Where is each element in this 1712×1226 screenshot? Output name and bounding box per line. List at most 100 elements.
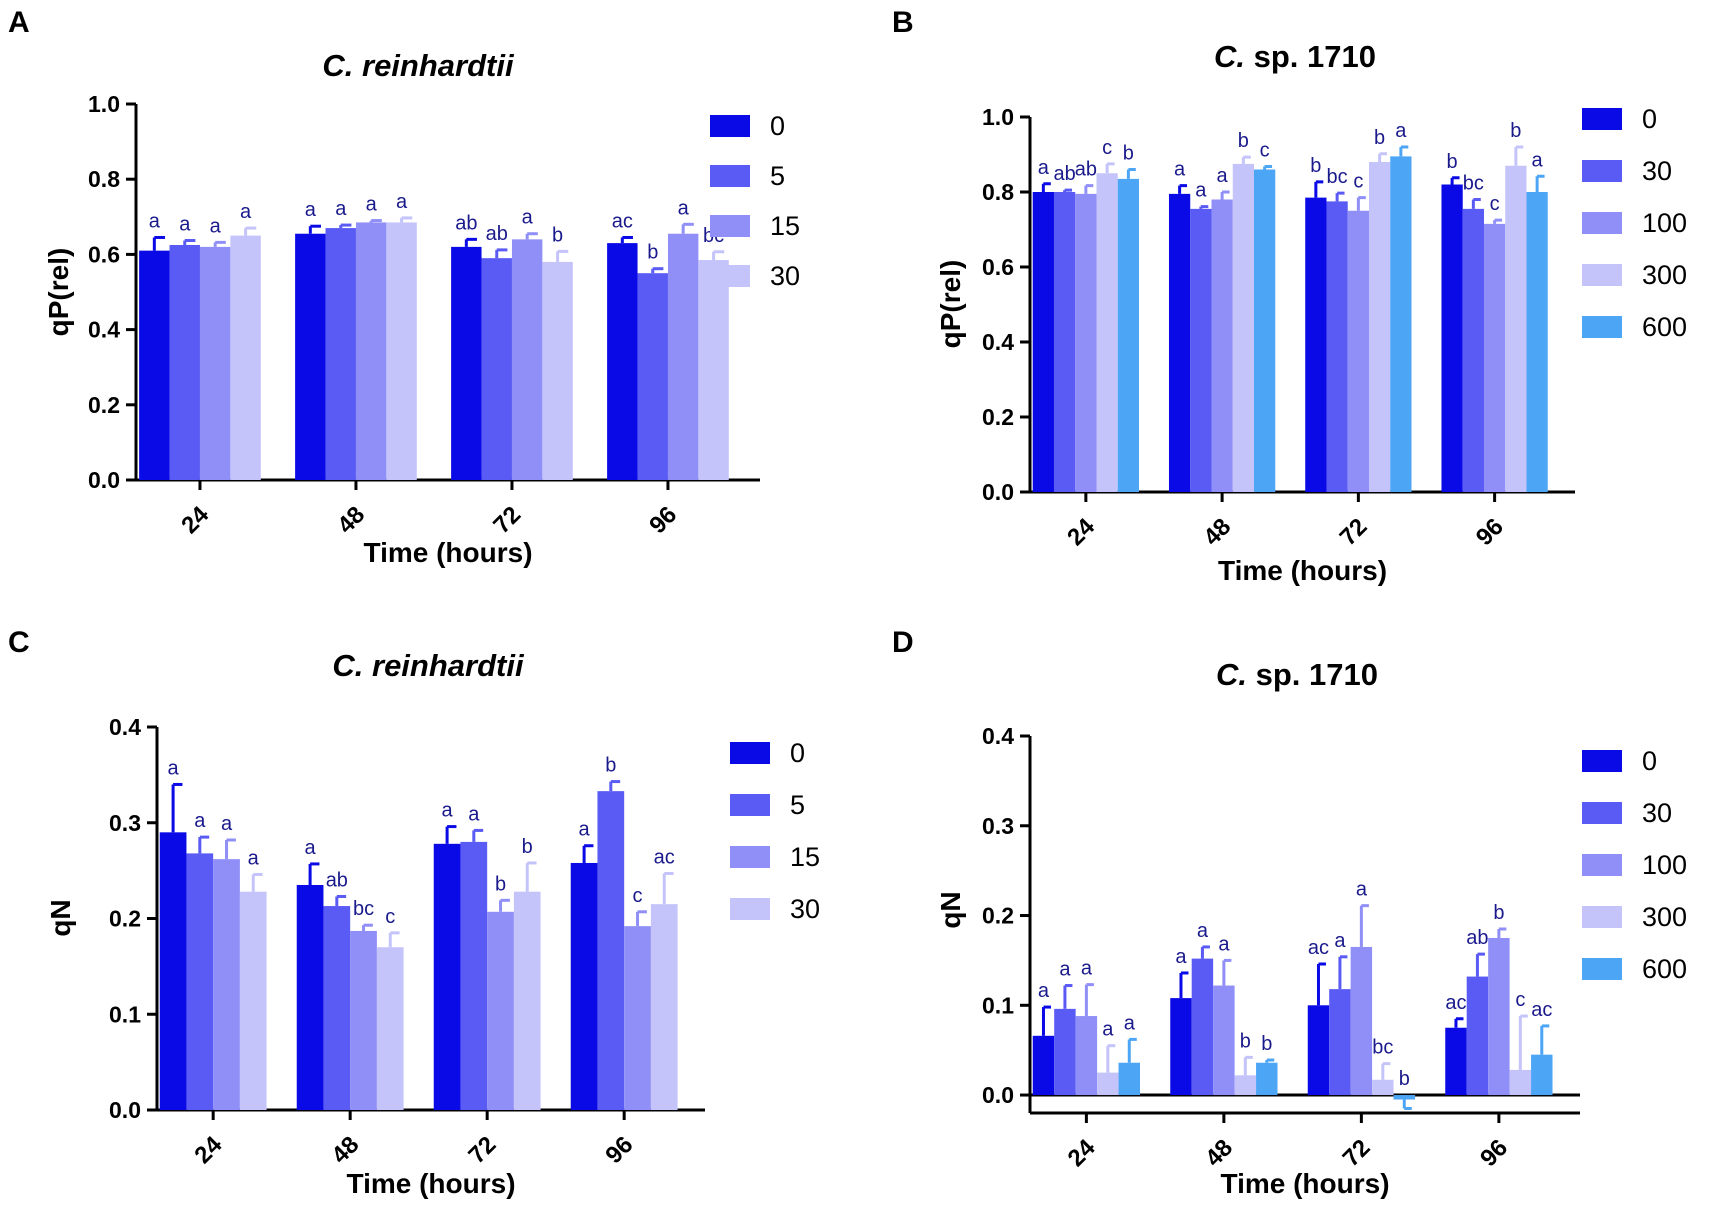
- panel-d-y-tick-label: 0.3: [982, 813, 1014, 839]
- panel-c-bar-72-0: [433, 843, 461, 1110]
- panel-b-sig-letter-24-30: ab: [1053, 163, 1075, 185]
- panel-c-bar-48-30: [376, 947, 404, 1110]
- panel-b-y-tick-label: 0.2: [982, 404, 1014, 430]
- panel-d-legend-label-0: 0: [1642, 746, 1657, 776]
- panel-a-x-tick-label-24: 24: [176, 501, 214, 539]
- panel-b-sig-letter-48-30: a: [1195, 180, 1207, 202]
- panel-d-bar-96-300: [1509, 1069, 1532, 1096]
- panel-c-sig-letter-24-5: a: [194, 810, 206, 832]
- panel-b-bar-48-300: [1232, 163, 1254, 492]
- panel-d-bar-96-0: [1445, 1027, 1467, 1096]
- panel-a-bar-48-30: [386, 222, 417, 480]
- panel-d-sig-letter-24-0: a: [1038, 980, 1050, 1002]
- panel-d-bar-24-30: [1054, 1008, 1076, 1096]
- panel-d-sig-letter-48-30: a: [1197, 920, 1209, 942]
- panel-a-x-tick-label-72: 72: [488, 501, 526, 539]
- panel-b-legend-label-30: 30: [1642, 156, 1672, 186]
- panel-a-y-tick-label: 0.0: [88, 467, 120, 493]
- panel-c-sig-letter-24-0: a: [168, 757, 180, 779]
- panel-d-sig-letter-96-0: ac: [1445, 992, 1466, 1014]
- panel-b-legend-swatch-100: [1582, 212, 1622, 234]
- panel-c-sig-letter-72-15: b: [495, 873, 506, 895]
- panel-a-y-tick-label: 0.4: [88, 317, 120, 343]
- panel-c-sig-letter-96-15: c: [633, 885, 643, 907]
- panel-a-title-species: C. reinhardtii: [322, 48, 515, 83]
- panel-d-x-tick-label-24: 24: [1063, 1134, 1101, 1172]
- panel-a-sig-letter-48-0: a: [305, 199, 317, 221]
- panel-b-bar-24-300: [1096, 173, 1118, 492]
- panel-b-sig-letter-24-0: a: [1038, 157, 1050, 179]
- panel-a-legend-swatch-15: [710, 215, 750, 237]
- panel-b-bar-96-30: [1462, 208, 1484, 492]
- panel-a-sig-letter-96-5: b: [647, 242, 658, 264]
- panel-d-bar-24-300: [1097, 1072, 1119, 1096]
- panel-b-title-species: C.: [1214, 39, 1245, 74]
- panel-c-x-tick-label-48: 48: [326, 1131, 364, 1169]
- panel-c-sig-letter-96-5: b: [605, 755, 616, 777]
- panel-d-sig-letter-96-100: b: [1493, 902, 1504, 924]
- panel-c-x-axis-label: Time (hours): [346, 1168, 515, 1199]
- panel-b-bar-72-0: [1305, 197, 1327, 492]
- panel-b-y-axis-label: qP(rel): [935, 260, 966, 349]
- panel-b-x-axis-label: Time (hours): [1218, 555, 1387, 586]
- panel-c-y-tick-label: 0.1: [109, 1001, 141, 1027]
- panel-b-bar-72-100: [1347, 210, 1369, 492]
- panel-d-bar-72-600: [1393, 1095, 1415, 1100]
- panel-d-sig-letter-24-600: a: [1124, 1012, 1136, 1034]
- panel-a-x-tick-label-96: 96: [644, 501, 682, 539]
- panel-b-x-tick-label-24: 24: [1062, 513, 1100, 551]
- panel-a-bar-48-15: [355, 222, 387, 480]
- panel-c-y-axis-label: qN: [45, 899, 76, 936]
- panel-d-legend-swatch-300: [1582, 906, 1622, 928]
- panel-d-sig-letter-72-30: a: [1334, 930, 1346, 952]
- panel-a-legend-label-30: 30: [770, 261, 800, 291]
- panel-b-sig-letter-48-600: c: [1260, 140, 1270, 162]
- panel-d-sig-letter-72-0: ac: [1308, 937, 1329, 959]
- panel-b-sig-letter-48-100: a: [1217, 165, 1229, 187]
- panel-b-sig-letter-72-100: c: [1353, 171, 1363, 193]
- panel-a-y-tick-label: 1.0: [88, 91, 120, 117]
- panel-b-y-tick-label: 0.6: [982, 254, 1014, 280]
- panel-a-bar-96-30: [698, 260, 729, 480]
- panel-d-bar-48-600: [1256, 1062, 1278, 1096]
- panel-d-y-tick-label: 0.1: [982, 992, 1014, 1018]
- panel-a-x-axis-label: Time (hours): [363, 537, 532, 568]
- panel-d-sig-letter-96-300: c: [1515, 989, 1525, 1011]
- panel-a-sig-letter-72-15: a: [522, 207, 534, 229]
- panel-b-y-tick-label: 1.0: [982, 104, 1014, 130]
- panel-b-legend-label-300: 300: [1642, 260, 1687, 290]
- panel-b-sig-letter-96-0: b: [1447, 151, 1458, 173]
- panel-d-bar-48-30: [1191, 958, 1214, 1096]
- panel-a-bar-72-30: [542, 261, 573, 480]
- panel-d-sig-letter-96-30: ab: [1466, 927, 1488, 949]
- panel-c-legend-swatch-30: [730, 898, 770, 920]
- panel-a-title: C. reinhardtii: [322, 48, 515, 83]
- panel-a-sig-letter-48-5: a: [335, 198, 347, 220]
- panel-b-bar-48-100: [1211, 199, 1233, 492]
- panel-a-y-tick-label: 0.2: [88, 392, 120, 418]
- panel-a-sig-letter-24-30: a: [240, 201, 252, 223]
- panel-c-legend-swatch-0: [730, 742, 770, 764]
- panel-a-y-axis-label: qP(rel): [43, 248, 74, 337]
- panel-b-sig-letter-24-600: b: [1123, 143, 1134, 165]
- panel-a-sig-letter-72-0: ab: [455, 212, 477, 234]
- panel-c-legend-label-30: 30: [790, 894, 820, 924]
- panel-b-sig-letter-48-0: a: [1174, 159, 1186, 181]
- panel-d-bar-72-300: [1372, 1079, 1394, 1096]
- panel-a-legend-label-0: 0: [770, 111, 785, 141]
- panel-b-bar-24-0: [1032, 192, 1054, 492]
- panel-d-bar-96-600: [1531, 1054, 1553, 1096]
- panel-b-bar-96-600: [1526, 192, 1548, 492]
- panel-d-bar-96-100: [1488, 937, 1510, 1096]
- panel-a-sig-letter-72-30: b: [552, 224, 563, 246]
- panel-b-bar-24-600: [1117, 178, 1139, 492]
- panel-d-sig-letter-24-300: a: [1102, 1019, 1114, 1041]
- panel-c-bar-96-5: [597, 791, 625, 1110]
- panel-d-sig-letter-72-300: bc: [1372, 1037, 1393, 1059]
- panel-d-sig-letter-24-100: a: [1081, 958, 1093, 980]
- panel-d-bar-48-100: [1213, 985, 1235, 1096]
- panel-a-bar-96-5: [637, 273, 668, 480]
- panel-a-sig-letter-24-15: a: [210, 215, 222, 237]
- panel-c-sig-letter-72-30: b: [522, 836, 533, 858]
- panel-c-bar-96-15: [624, 926, 651, 1110]
